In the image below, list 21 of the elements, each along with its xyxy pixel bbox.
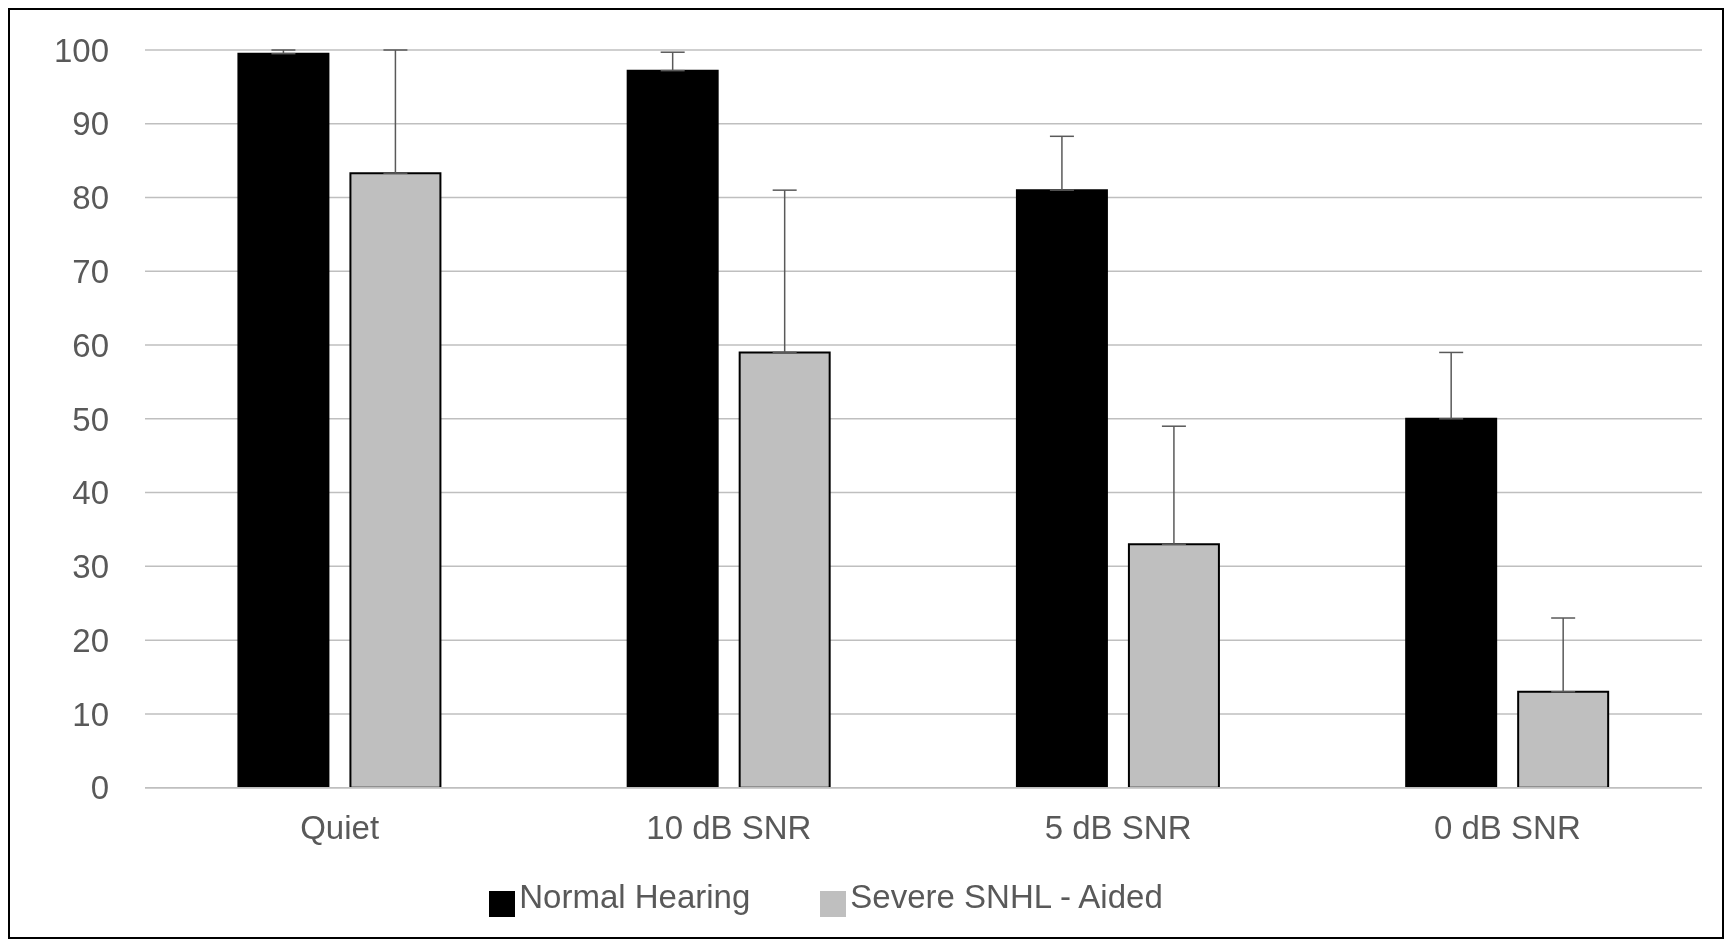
- legend-label: Severe SNHL - Aided: [850, 877, 1163, 915]
- y-tick-label: 40: [72, 474, 109, 512]
- y-tick-label: 80: [72, 179, 109, 217]
- bar: [1405, 417, 1498, 788]
- bar: [237, 52, 330, 788]
- y-tick-label: 20: [72, 621, 109, 659]
- bar: [1015, 189, 1108, 788]
- y-tick-label: 90: [72, 105, 109, 143]
- x-tick-label: 10 dB SNR: [646, 809, 812, 847]
- y-tick-label: 100: [53, 31, 109, 69]
- y-tick-label: 70: [72, 253, 109, 291]
- bar: [626, 69, 719, 788]
- y-tick-label: 10: [72, 695, 109, 733]
- y-tick-label: 60: [72, 326, 109, 364]
- x-tick-label: 0 dB SNR: [1434, 809, 1581, 847]
- x-tick-label: Quiet: [300, 809, 380, 847]
- x-tick-label: 5 dB SNR: [1044, 809, 1192, 847]
- y-tick-label: 0: [90, 769, 109, 807]
- y-tick-label: 30: [72, 548, 109, 586]
- legend-label: Normal Hearing: [519, 877, 751, 915]
- y-tick-label: 50: [72, 400, 109, 438]
